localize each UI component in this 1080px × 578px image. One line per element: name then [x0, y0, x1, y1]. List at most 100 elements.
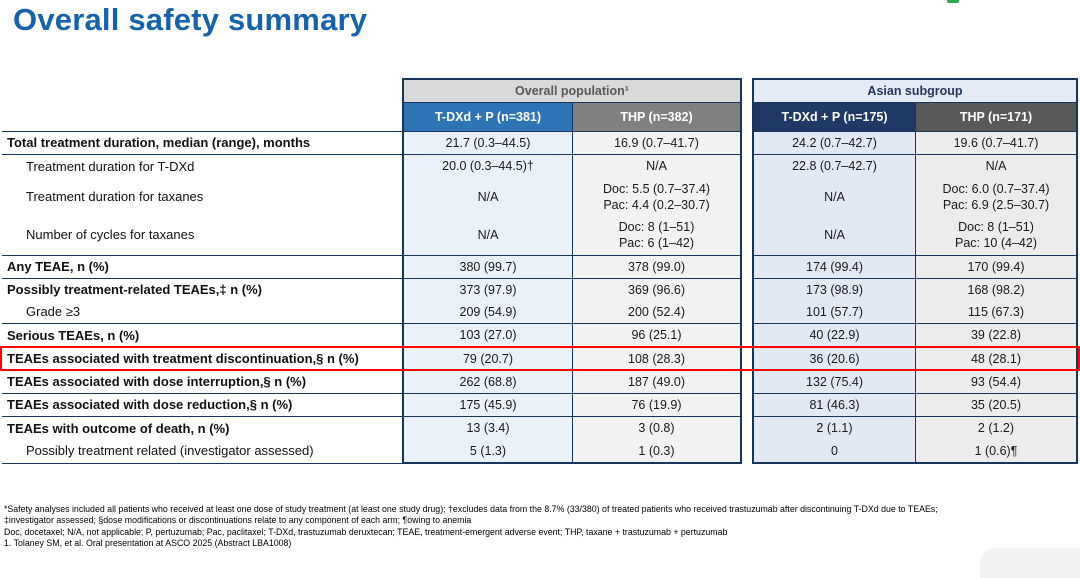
column-header-spacer — [2, 103, 402, 131]
value-cell-overall-thp: 3 (0.8) — [572, 416, 742, 440]
value-cell-asian-tdxd-p: 174 (99.4) — [752, 254, 915, 278]
table-gap — [742, 323, 752, 346]
value-cell-asian-tdxd-p: 22.8 (0.7–42.7) — [752, 154, 915, 178]
value-cell-asian-tdxd-p: N/A — [752, 216, 915, 255]
row-label: TEAEs associated with dose reduction,§ n… — [2, 393, 402, 416]
value-cell-overall-thp: 369 (96.6) — [572, 277, 742, 301]
table-group-header-row: Overall population¹ Asian subgroup — [2, 78, 1078, 103]
row-label: Serious TEAEs, n (%) — [2, 323, 402, 346]
table-row: Possibly treatment related (investigator… — [2, 439, 1078, 464]
table-row: TEAEs associated with dose reduction,§ n… — [2, 393, 1078, 417]
value-cell-overall-thp: N/A — [572, 154, 742, 178]
row-label: TEAEs associated with treatment disconti… — [2, 346, 402, 370]
table-row: Total treatment duration, median (range)… — [2, 131, 1078, 155]
column-group-overall-population: Overall population¹ — [402, 78, 742, 103]
value-cell-overall-tdxd-p: 103 (27.0) — [402, 323, 572, 347]
table-row: Possibly treatment-related TEAEs,‡ n (%)… — [2, 277, 1078, 301]
column-header-overall-thp: THP (n=382) — [572, 103, 742, 131]
value-cell-overall-thp: 108 (28.3) — [572, 346, 742, 370]
value-cell-asian-thp: 115 (67.3) — [915, 301, 1078, 324]
value-cell-asian-tdxd-p: 81 (46.3) — [752, 393, 915, 417]
value-cell-asian-thp: 2 (1.2) — [915, 416, 1078, 440]
row-label: Grade ≥3 — [26, 304, 81, 320]
value-cell-overall-tdxd-p: 380 (99.7) — [402, 254, 572, 278]
corner-shape-decoration — [980, 548, 1080, 578]
value-cell-overall-tdxd-p: N/A — [402, 177, 572, 216]
group-header-spacer — [2, 78, 402, 103]
table-row: TEAEs with outcome of death, n (%) 13 (3… — [2, 416, 1078, 440]
column-header-asian-tdxd-p: T-DXd + P (n=175) — [752, 103, 915, 131]
value-cell-asian-thp: N/A — [915, 154, 1078, 178]
value-cell-asian-tdxd-p: N/A — [752, 177, 915, 216]
table-row: Grade ≥3 209 (54.9) 200 (52.4) 101 (57.7… — [2, 301, 1078, 324]
table-gap — [742, 103, 752, 131]
row-label: Number of cycles for taxanes — [26, 227, 195, 243]
table-row: Serious TEAEs, n (%) 103 (27.0) 96 (25.1… — [2, 323, 1078, 347]
logo-fragment — [947, 0, 959, 3]
footnote-line: ‡investigator assessed; §dose modificati… — [4, 515, 472, 526]
value-cell-overall-tdxd-p: 373 (97.9) — [402, 277, 572, 301]
value-cell-overall-thp: Doc: 8 (1–51) Pac: 6 (1–42) — [572, 216, 742, 255]
value-cell-asian-thp: 35 (20.5) — [915, 393, 1078, 417]
row-label: TEAEs with outcome of death, n (%) — [2, 416, 402, 439]
table-gap — [742, 347, 752, 370]
table-row: TEAEs associated with dose interruption,… — [2, 369, 1078, 393]
table-gap — [742, 78, 752, 103]
value-cell-overall-thp: 96 (25.1) — [572, 323, 742, 347]
value-cell-asian-thp: 170 (99.4) — [915, 254, 1078, 278]
table-gap — [742, 393, 752, 416]
value-cell-asian-tdxd-p: 173 (98.9) — [752, 277, 915, 301]
footnotes: *Safety analyses included all patients w… — [4, 504, 1076, 549]
value-cell-overall-thp: 1 (0.3) — [572, 439, 742, 464]
table-gap — [742, 216, 752, 255]
row-label: Possibly treatment-related TEAEs,‡ n (%) — [2, 277, 402, 301]
table-gap — [742, 278, 752, 301]
value-cell-overall-thp: 76 (19.9) — [572, 393, 742, 417]
table-row: TEAEs associated with treatment disconti… — [0, 345, 1080, 372]
row-label: Any TEAE, n (%) — [2, 254, 402, 278]
table-row: Treatment duration for taxanes N/A Doc: … — [2, 177, 1078, 216]
column-header-asian-thp: THP (n=171) — [915, 103, 1078, 131]
value-cell-overall-tdxd-p: 79 (20.7) — [402, 346, 572, 370]
row-label: Treatment duration for T-DXd — [2, 154, 402, 177]
table-gap — [742, 131, 752, 154]
footnote-line: 1. Tolaney SM, et al. Oral presentation … — [4, 537, 292, 548]
row-label: Total treatment duration, median (range)… — [2, 131, 402, 154]
value-cell-asian-tdxd-p: 36 (20.6) — [752, 346, 915, 370]
value-cell-overall-thp: 200 (52.4) — [572, 301, 742, 324]
table-gap — [742, 370, 752, 393]
row-label: TEAEs associated with dose interruption,… — [2, 369, 402, 393]
value-cell-asian-tdxd-p: 0 — [752, 439, 915, 464]
value-cell-asian-tdxd-p: 101 (57.7) — [752, 301, 915, 324]
value-cell-overall-tdxd-p: 175 (45.9) — [402, 393, 572, 417]
table-column-header-row: T-DXd + P (n=381) THP (n=382) T-DXd + P … — [2, 103, 1078, 131]
footnote-line: *Safety analyses included all patients w… — [4, 504, 938, 514]
safety-summary-table: Overall population¹ Asian subgroup T-DXd… — [0, 78, 1080, 464]
value-cell-overall-thp: Doc: 5.5 (0.7–37.4) Pac: 4.4 (0.2–30.7) — [572, 177, 742, 216]
value-cell-overall-tdxd-p: N/A — [402, 216, 572, 255]
table-gap — [742, 301, 752, 323]
value-cell-asian-tdxd-p: 132 (75.4) — [752, 369, 915, 393]
page-title: Overall safety summary — [13, 2, 368, 37]
value-cell-asian-thp: Doc: 8 (1–51) Pac: 10 (4–42) — [915, 216, 1078, 255]
value-cell-asian-thp: 168 (98.2) — [915, 277, 1078, 301]
table-row: Any TEAE, n (%) 380 (99.7) 378 (99.0) 17… — [2, 254, 1078, 278]
value-cell-overall-thp: 378 (99.0) — [572, 254, 742, 278]
value-cell-overall-thp: 187 (49.0) — [572, 369, 742, 393]
table-row: Treatment duration for T-DXd 20.0 (0.3–4… — [2, 154, 1078, 178]
value-cell-asian-tdxd-p: 24.2 (0.7–42.7) — [752, 131, 915, 155]
value-cell-asian-thp: 93 (54.4) — [915, 369, 1078, 393]
value-cell-asian-thp: 39 (22.8) — [915, 323, 1078, 347]
value-cell-asian-thp: 1 (0.6)¶ — [915, 439, 1078, 464]
table-row: Number of cycles for taxanes N/A Doc: 8 … — [2, 216, 1078, 255]
table-gap — [742, 255, 752, 278]
value-cell-overall-tdxd-p: 13 (3.4) — [402, 416, 572, 440]
value-cell-asian-thp: 19.6 (0.7–41.7) — [915, 131, 1078, 155]
value-cell-overall-tdxd-p: 209 (54.9) — [402, 301, 572, 324]
table-gap — [742, 416, 752, 439]
row-label: Possibly treatment related (investigator… — [2, 440, 402, 464]
table-gap — [742, 440, 752, 464]
value-cell-overall-thp: 16.9 (0.7–41.7) — [572, 131, 742, 155]
footnote-line: Doc, docetaxel; N/A, not applicable; P, … — [4, 526, 728, 537]
column-group-asian-subgroup: Asian subgroup — [752, 78, 1078, 103]
